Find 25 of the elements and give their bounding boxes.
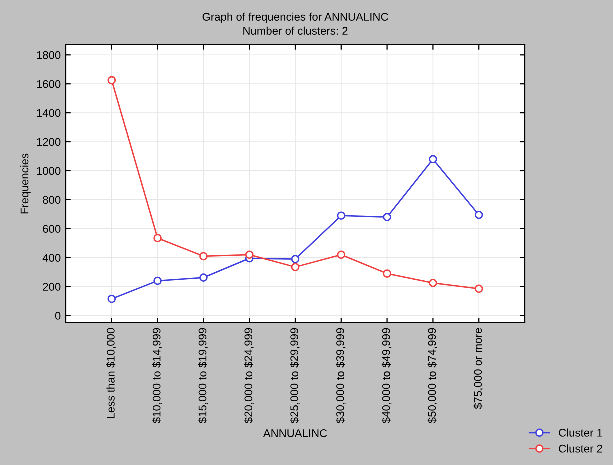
x-tick-label: $75,000 or more — [474, 328, 484, 410]
x-tick-label: $25,000 to $29,999 — [290, 328, 300, 424]
y-tick-label: 600 — [43, 225, 61, 234]
chart-subtitle: Number of clusters: 2 — [244, 26, 348, 35]
y-tick-label: 1600 — [37, 80, 61, 88]
y-tick-label: 800 — [43, 196, 61, 204]
y-tick-label: 1000 — [37, 167, 61, 176]
x-tick-label: $15,000 to $19,999 — [198, 328, 208, 424]
x-tick-label: $10,000 to $14,999 — [152, 328, 162, 424]
x-tick-label: Less than $10,000 — [106, 328, 116, 418]
legend-label: Cluster 2 — [559, 444, 602, 453]
y-tick-label: 1200 — [37, 138, 61, 146]
x-tick-label: $40,000 to $49,999 — [382, 328, 392, 424]
x-tick-label: $20,000 to $24,999 — [244, 328, 254, 424]
y-tick-label: 1800 — [37, 51, 61, 60]
y-tick-label: 200 — [43, 283, 61, 291]
y-tick-label: 1400 — [37, 109, 61, 118]
chart-title: Graph of frequencies for ANNUALINC — [202, 12, 388, 24]
x-axis-title: ANNUALINC — [263, 429, 328, 438]
y-axis-title: Frequencies — [20, 154, 31, 214]
legend-label: Cluster 1 — [559, 428, 602, 437]
y-tick-label: 0 — [55, 312, 61, 320]
x-tick-label: $30,000 to $39,999 — [336, 328, 346, 424]
y-tick-label: 400 — [42, 254, 61, 262]
x-tick-label: $50,000 to $74,999 — [428, 328, 438, 424]
